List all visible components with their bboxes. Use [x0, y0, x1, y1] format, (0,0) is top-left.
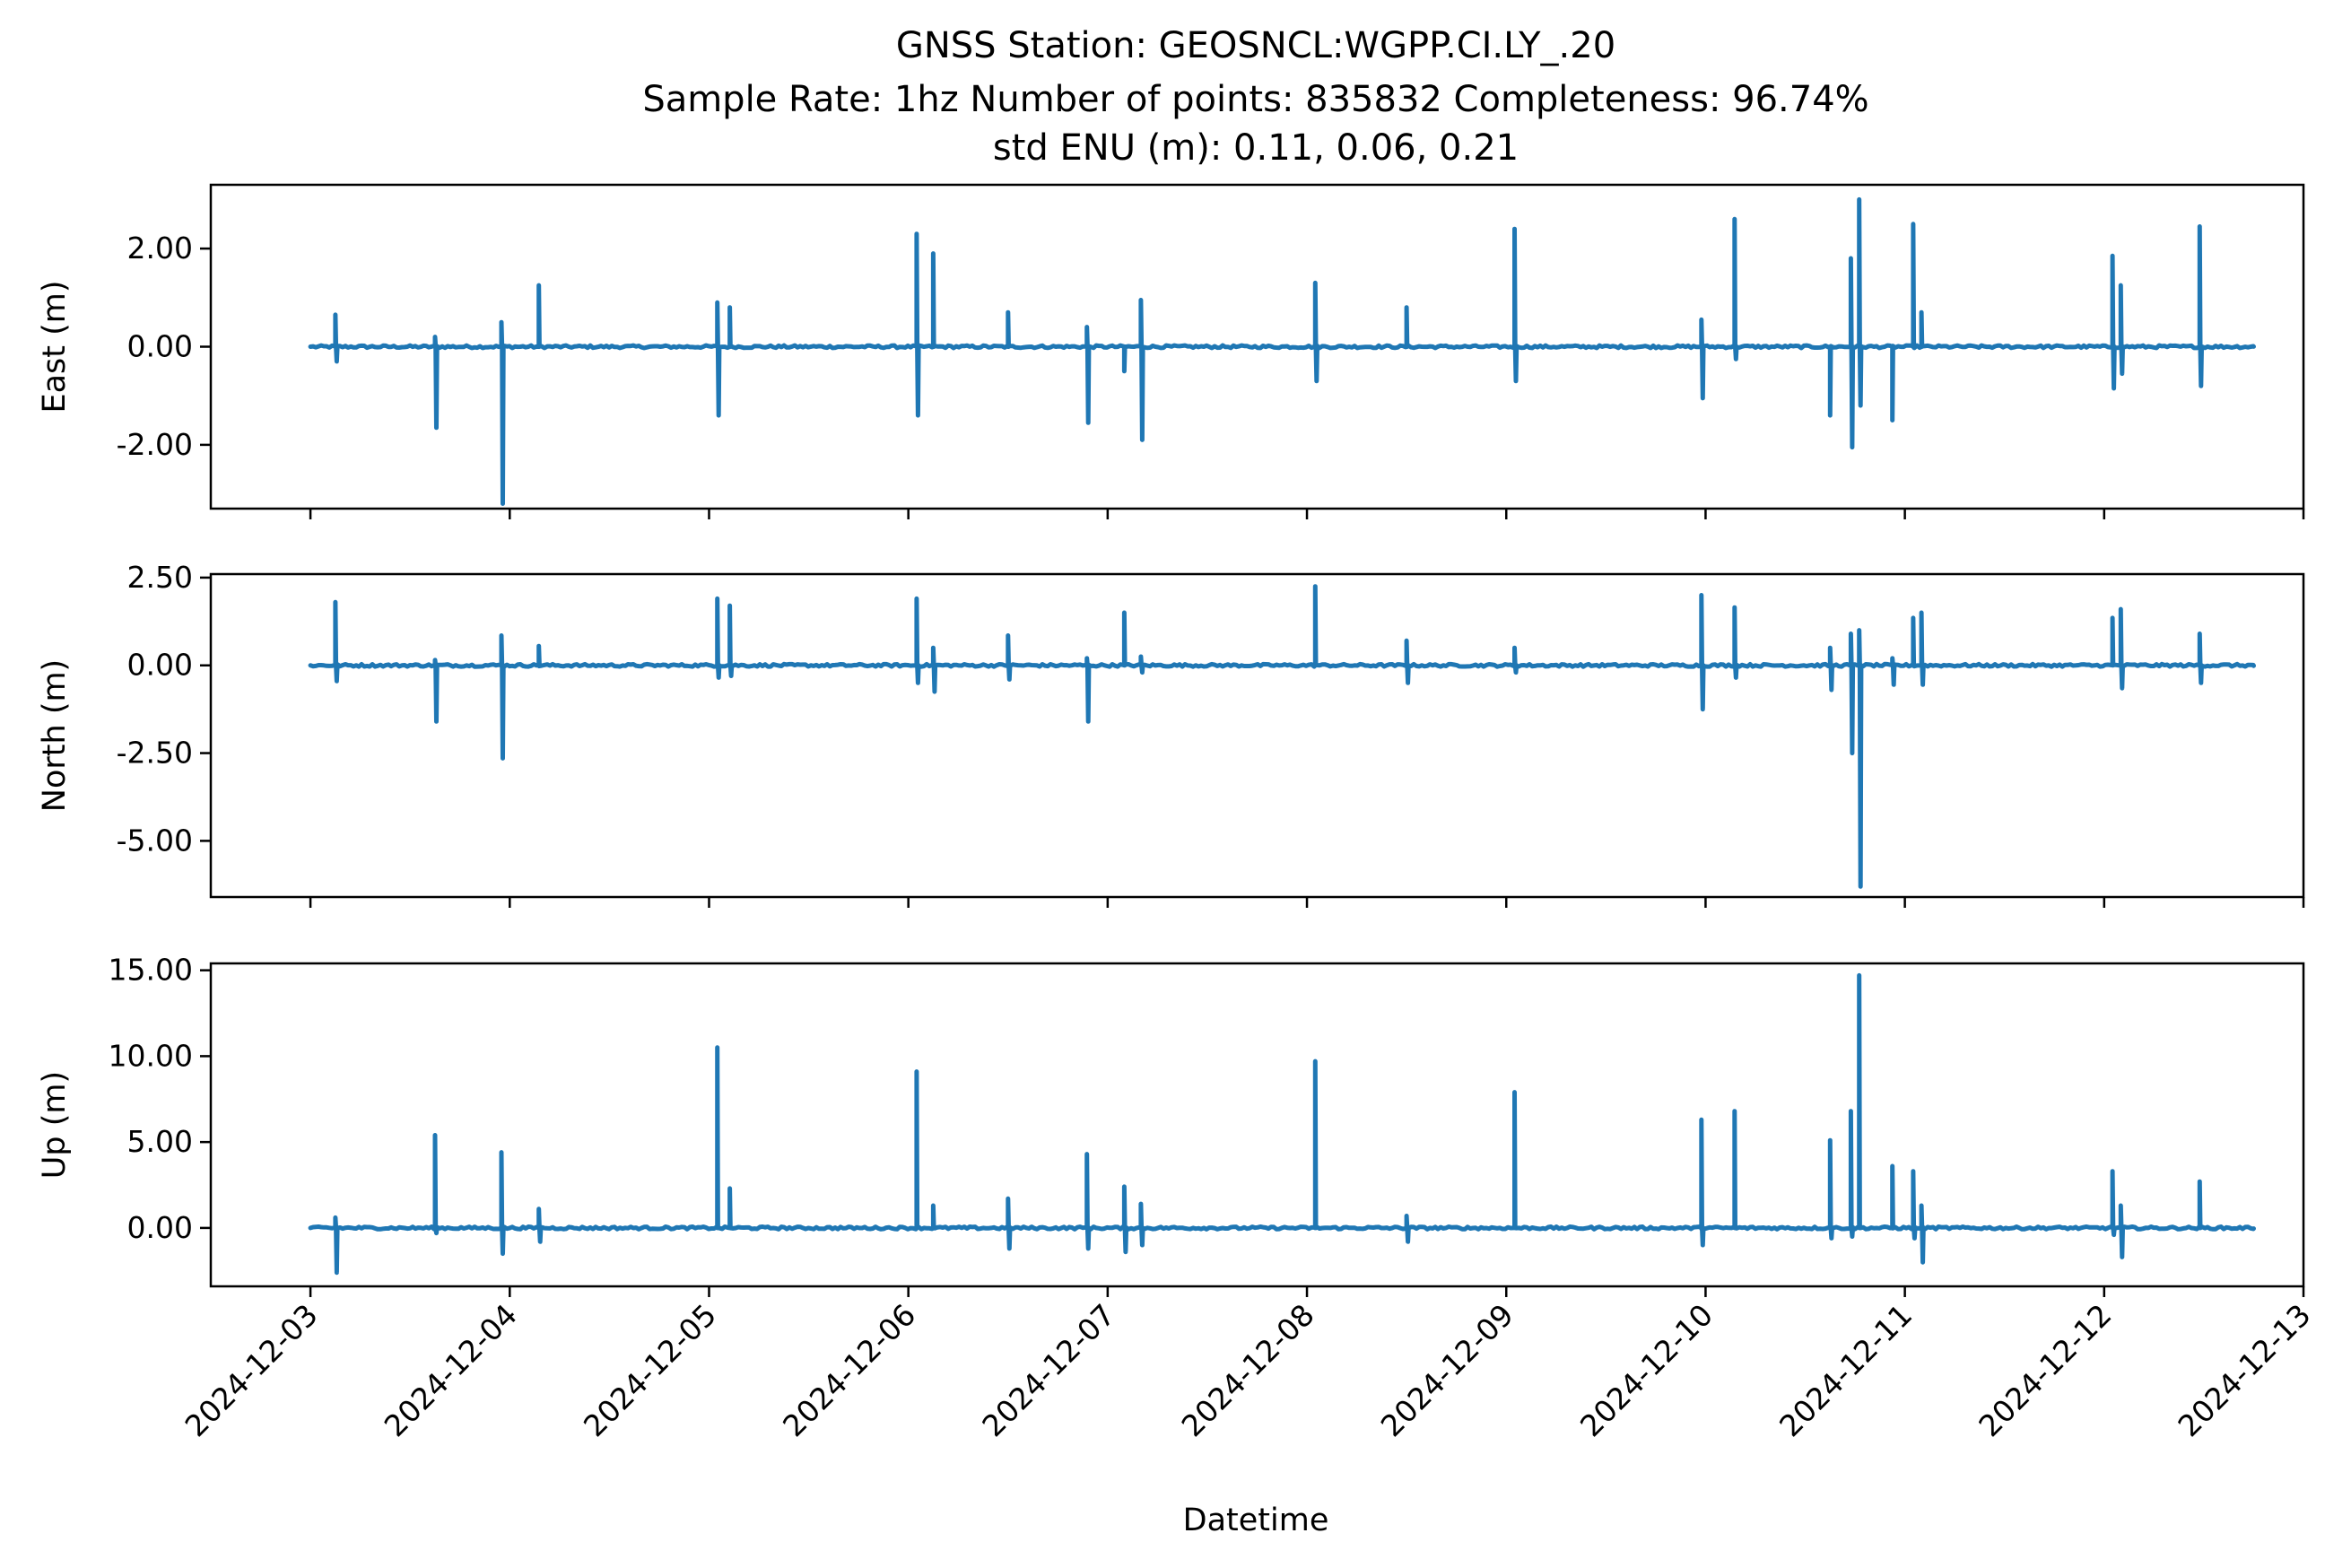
chart-title-line-3: std ENU (m): 0.11, 0.06, 0.21 — [993, 127, 1519, 169]
north-axes-frame — [209, 572, 2305, 899]
east-y-tick-label: 2.00 — [127, 231, 193, 266]
chart-title-line-1: GNSS Station: GEOSNCL:WGPP.CI.LY_.20 — [896, 25, 1615, 66]
up-y-tick-label: 0.00 — [127, 1210, 193, 1245]
north-y-tick-label: 2.50 — [127, 560, 193, 595]
up-panel: 0.00 5.00 10.00 15.00 Up (m) — [37, 953, 2305, 1297]
up-y-tick-label: 5.00 — [127, 1124, 193, 1159]
north-y-axis-label: North (m) — [37, 659, 73, 812]
east-y-tick-label: 0.00 — [127, 329, 193, 364]
chart-title-line-2: Sample Rate: 1hz Number of points: 83583… — [642, 79, 1868, 120]
x-axis-label: Datetime — [1183, 1503, 1329, 1538]
north-y-tick-label: -2.50 — [117, 736, 193, 771]
east-y-axis-label: East (m) — [37, 280, 73, 413]
east-y-tick-label: -2.00 — [117, 427, 193, 462]
up-axes-frame — [209, 962, 2305, 1288]
north-y-tick-label: 0.00 — [127, 648, 193, 683]
east-axes-frame — [209, 183, 2305, 510]
up-y-axis-label: Up (m) — [37, 1071, 73, 1179]
up-y-tick-label: 15.00 — [109, 953, 193, 988]
north-series-line — [308, 584, 2256, 889]
up-y-tick-label: 10.00 — [109, 1038, 193, 1073]
up-series-line — [308, 972, 2256, 1276]
east-series-line — [308, 196, 2256, 506]
north-y-tick-label: -5.00 — [117, 823, 193, 858]
north-panel: -5.00 -2.50 0.00 2.50 North (m) — [37, 560, 2305, 908]
east-panel: -2.00 0.00 2.00 East (m) — [37, 183, 2305, 519]
